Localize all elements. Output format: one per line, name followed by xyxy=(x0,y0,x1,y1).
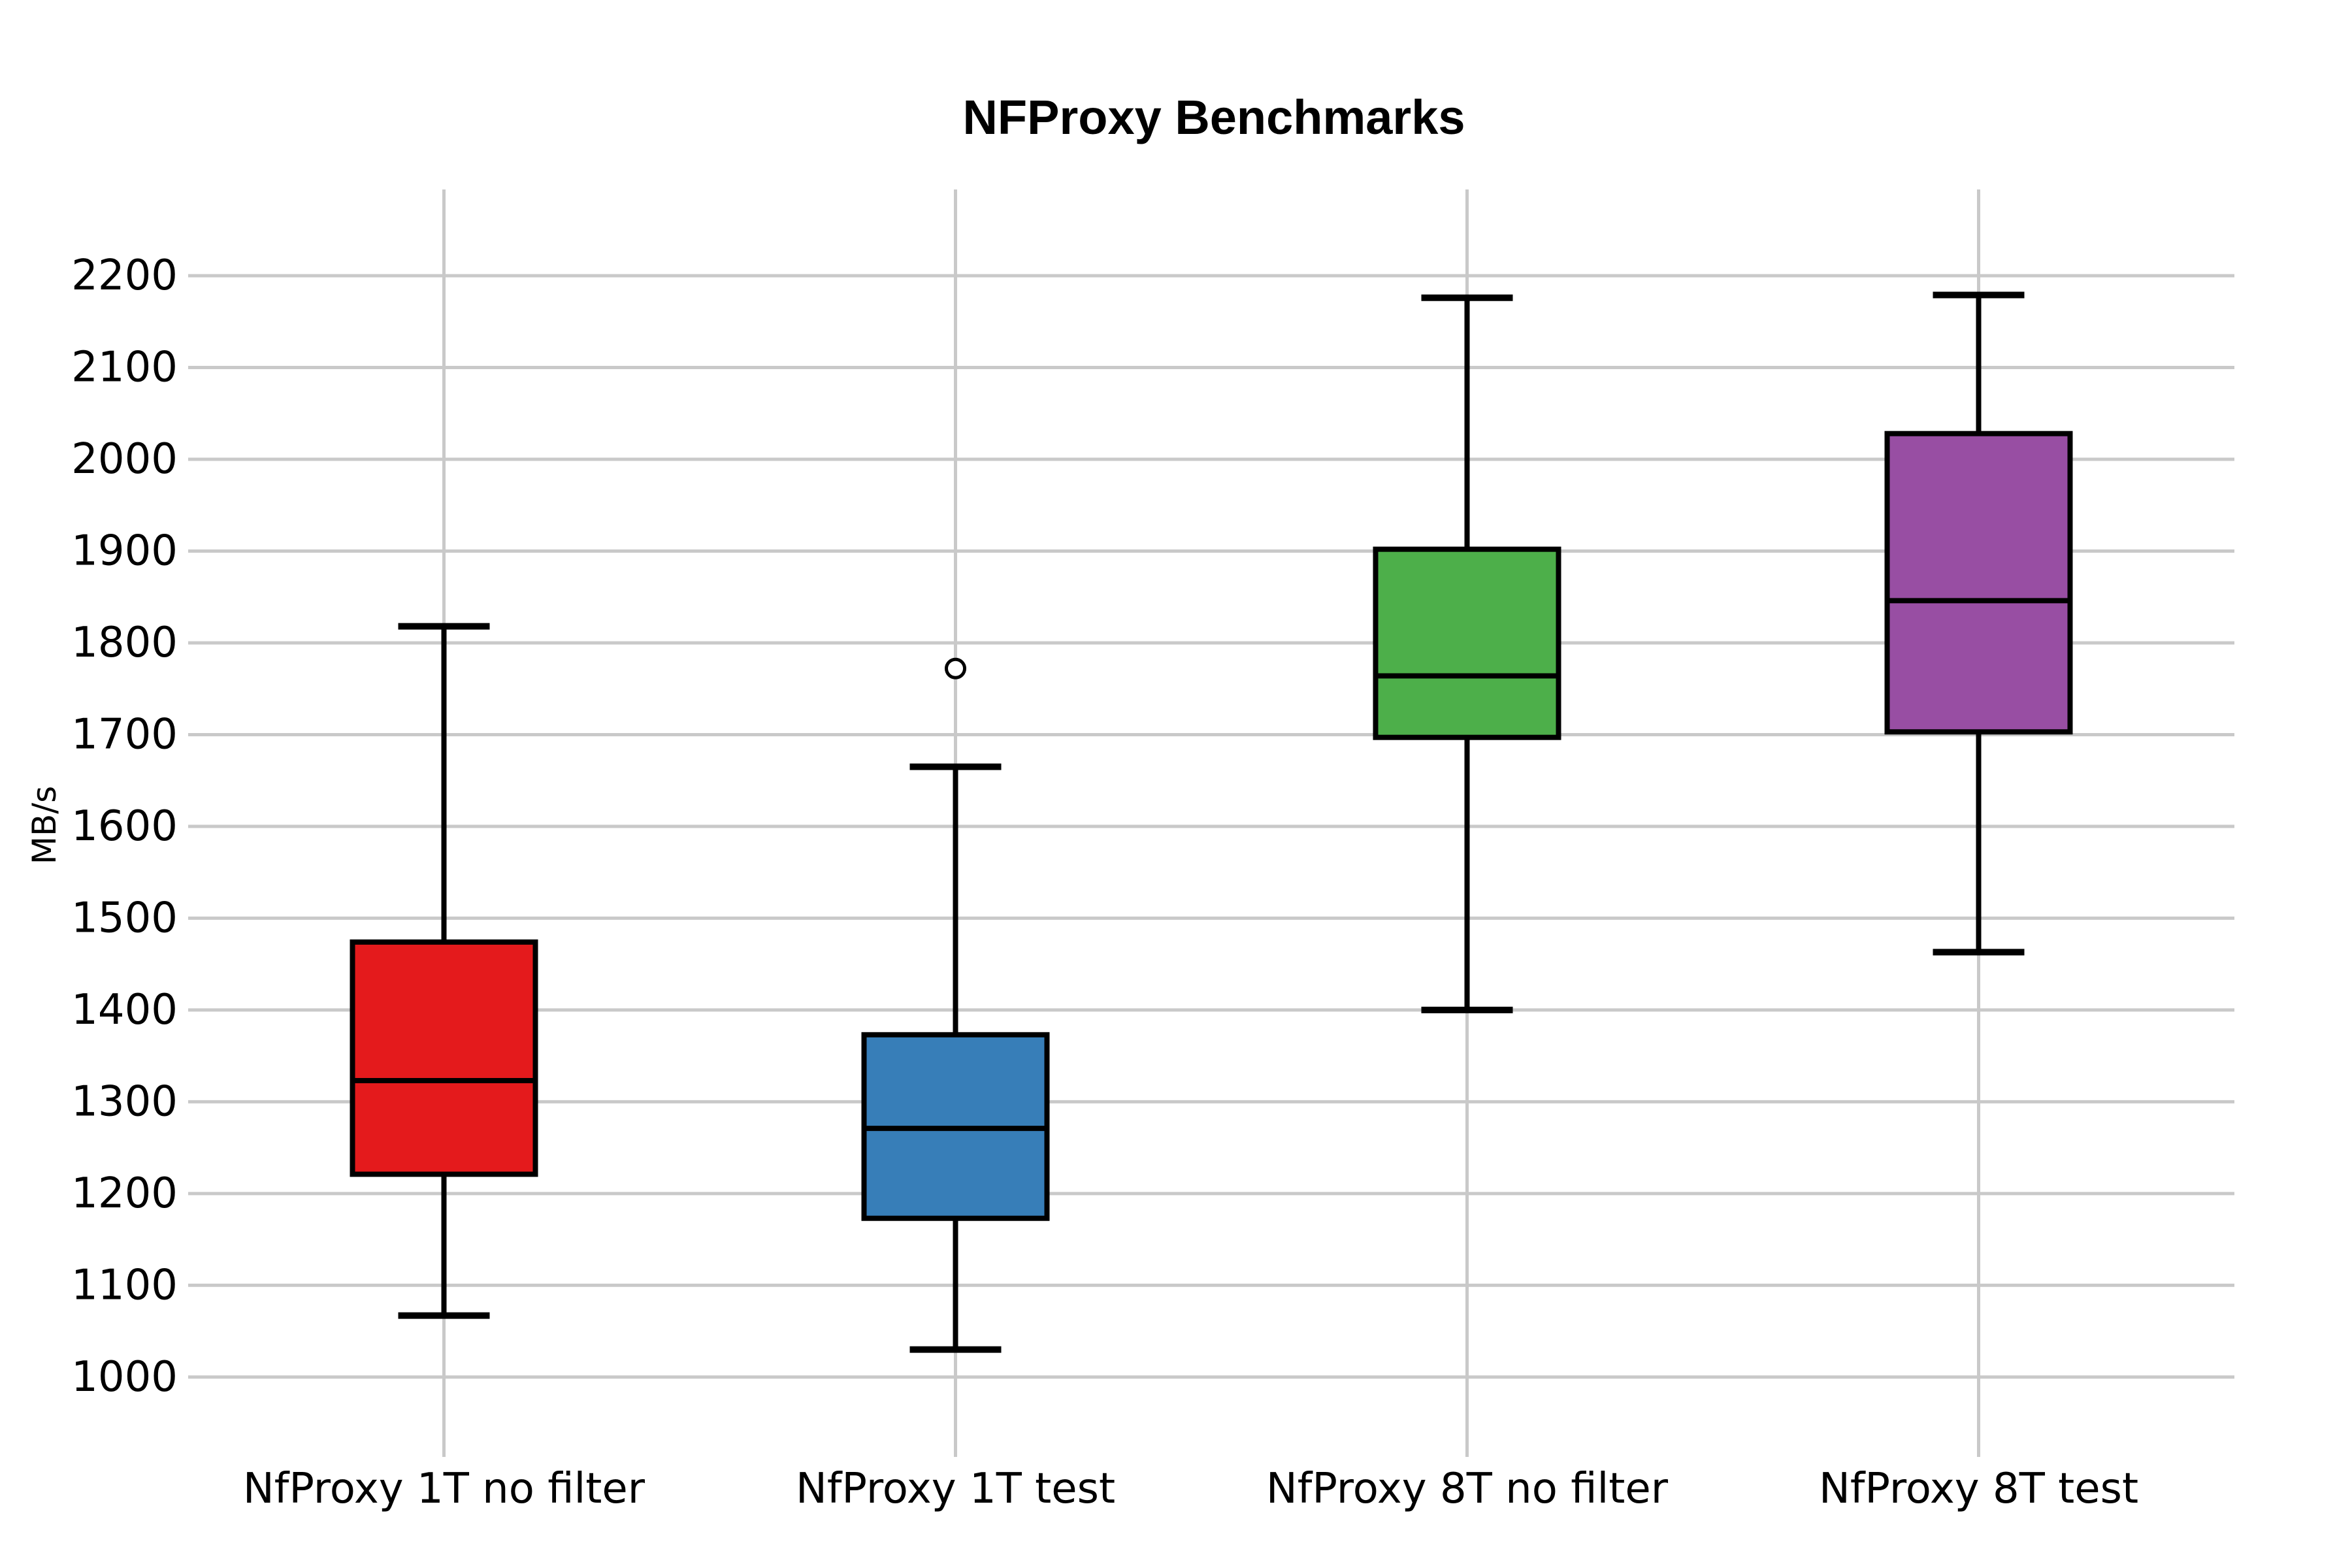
y-tick-label: 1700 xyxy=(71,710,178,759)
grid-layer xyxy=(188,189,2234,1457)
y-tick-label: 1100 xyxy=(71,1261,178,1309)
box-group xyxy=(861,657,1050,1353)
iqr-box xyxy=(1373,546,1561,740)
y-tick-label: 1300 xyxy=(71,1077,178,1126)
box-group xyxy=(1373,294,1561,1013)
y-tick-label: 1900 xyxy=(71,527,178,575)
iqr-box xyxy=(1884,431,2073,735)
y-tick-label: 1500 xyxy=(71,894,178,942)
x-category-label: NfProxy 8T no filter xyxy=(1266,1465,1669,1513)
y-axis-label: MB/s xyxy=(25,786,63,864)
y-tick-label: 1200 xyxy=(71,1169,178,1218)
y-tick-label: 2200 xyxy=(71,252,178,300)
y-tick-label: 1600 xyxy=(71,802,178,851)
x-category-label: NfProxy 1T test xyxy=(796,1465,1115,1513)
y-tick-label: 1800 xyxy=(71,619,178,667)
y-tick-label: 2100 xyxy=(71,344,178,392)
x-category-label: NfProxy 8T test xyxy=(1819,1465,2138,1513)
box-series-layer xyxy=(350,291,2073,1353)
chart-title: NFProxy Benchmarks xyxy=(962,90,1465,144)
x-category-label: NfProxy 1T no filter xyxy=(243,1465,645,1513)
y-tick-label: 1400 xyxy=(71,986,178,1034)
x-category-labels: NfProxy 1T no filter NfProxy 1T test NfPro… xyxy=(243,1465,2138,1513)
iqr-box xyxy=(350,939,538,1177)
box-group xyxy=(1884,291,2073,956)
y-tick-label: 2000 xyxy=(71,435,178,483)
y-tick-labels: 1000 1100 1200 1300 1400 1500 1600 1700 1800 1900… xyxy=(71,252,178,1401)
box-group xyxy=(350,623,538,1319)
outlier-point xyxy=(945,657,966,679)
y-tick-label: 1000 xyxy=(71,1353,178,1401)
